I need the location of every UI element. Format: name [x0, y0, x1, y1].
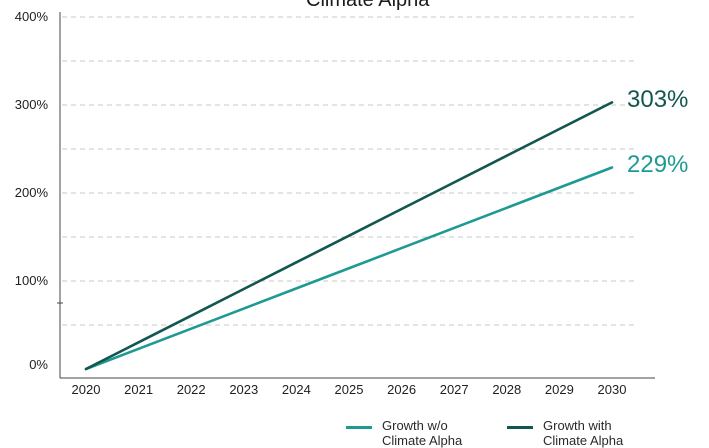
data-point: [137, 341, 140, 344]
x-tick-label: 2024: [281, 382, 311, 397]
y-tick-label: 300%: [14, 97, 48, 112]
data-point: [295, 287, 298, 290]
data-point: [85, 368, 87, 370]
y-tick-label: 200%: [14, 185, 48, 200]
data-point: [505, 206, 508, 209]
data-point: [348, 267, 350, 270]
data-point: [558, 186, 561, 189]
y-tick-label: 400%: [14, 9, 48, 24]
legend-swatch-without: [346, 426, 372, 429]
data-point: [611, 101, 613, 104]
data-point: [190, 314, 193, 317]
data-point: [453, 227, 456, 229]
chart-title: Climate Alpha: [306, 0, 430, 11]
data-point: [400, 247, 403, 249]
legend-item-with: Growth with Climate Alpha: [507, 418, 623, 448]
data-point: [611, 166, 613, 169]
data-point: [558, 128, 561, 130]
x-tick-label: 2028: [492, 382, 522, 397]
legend-label-without: Growth w/o Climate Alpha: [382, 418, 463, 448]
x-tick-label: 2022: [176, 382, 206, 397]
x-tick-label: 2021: [124, 382, 154, 397]
x-tick-label: 2030: [597, 382, 627, 397]
legend-label-with: Growth with Climate Alpha: [543, 418, 624, 448]
x-tick-label: 2026: [387, 382, 417, 397]
x-tick-label: 2025: [334, 382, 364, 397]
legend-swatch-with: [507, 426, 533, 429]
x-tick-label: 2029: [544, 382, 574, 397]
data-point: [505, 154, 508, 157]
data-point: [242, 288, 245, 290]
data-point: [453, 181, 456, 184]
end-value-label: 303%: [627, 86, 689, 114]
data-point: [400, 208, 403, 210]
data-point: [348, 234, 350, 237]
x-tick-label: 2027: [439, 382, 469, 397]
y-tick-label: 100%: [14, 273, 48, 288]
legend-item-without: Growth w/o Climate Alpha: [346, 418, 462, 448]
y-tick-label: 0%: [29, 357, 48, 372]
data-point: [190, 327, 193, 330]
end-value-label: 229%: [627, 151, 689, 179]
data-point: [242, 307, 245, 310]
data-point: [137, 347, 140, 350]
data-point: [295, 261, 298, 264]
x-tick-label: 2020: [71, 382, 101, 397]
x-tick-label: 2023: [229, 382, 259, 397]
